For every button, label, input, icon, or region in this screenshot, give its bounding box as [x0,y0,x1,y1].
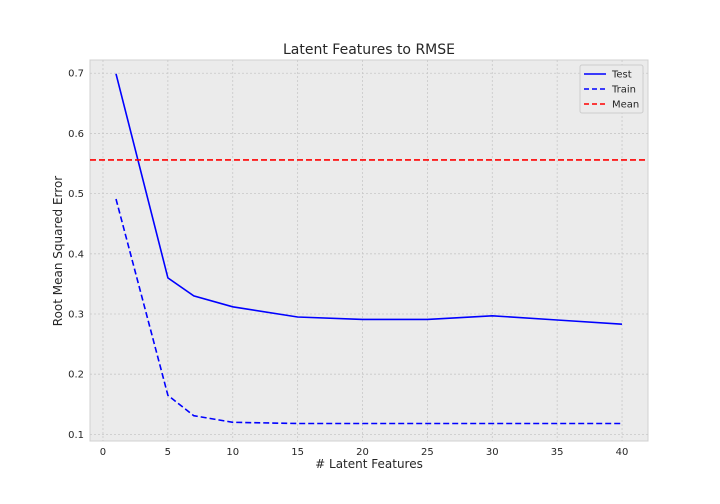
y-tick-label: 0.6 [68,129,84,140]
legend-label-train: Train [611,85,636,96]
plot-area [89,59,649,442]
legend-box [579,64,644,114]
y-tick-label: 0.2 [68,370,84,381]
chart-title: Latent Features to RMSE [283,42,455,58]
x-tick-label: 15 [291,447,304,458]
grid [90,60,648,441]
legend-label-mean: Mean [612,100,639,111]
y-tick-label: 0.7 [68,69,84,80]
y-tick-label: 0.1 [68,430,84,441]
legend-label-test: Test [611,70,632,81]
y-tick-label: 0.4 [68,249,84,260]
x-tick-label: 30 [486,447,499,458]
y-axis-ticks: 0.1 0.2 0.3 0.4 0.5 0.6 0.7 [68,69,84,441]
x-tick-label: 5 [165,447,171,458]
legend: Test Train Mean [579,64,644,114]
x-tick-label: 0 [100,447,106,458]
x-tick-label: 40 [616,447,629,458]
x-tick-label: 10 [226,447,239,458]
x-tick-label: 25 [421,447,434,458]
series-layer [90,73,648,425]
y-tick-label: 0.5 [68,189,84,200]
x-axis-ticks: 0 5 10 15 20 25 30 35 40 [100,447,629,458]
x-axis-label: # Latent Features [315,457,423,471]
y-tick-label: 0.3 [68,310,84,321]
x-tick-label: 35 [551,447,564,458]
series-train-line [115,198,622,425]
series-test-line [115,73,623,325]
x-tick-label: 20 [356,447,369,458]
y-axis-label: Root Mean Squared Error [51,176,65,327]
